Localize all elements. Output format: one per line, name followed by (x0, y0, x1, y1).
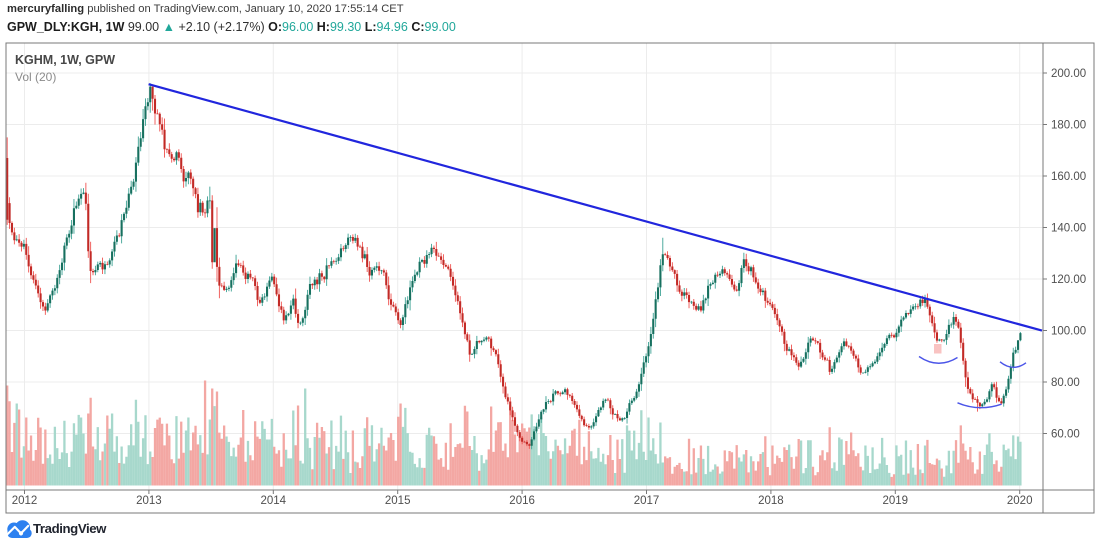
svg-text:140.00: 140.00 (1051, 223, 1086, 235)
svg-text:180.00: 180.00 (1051, 120, 1086, 132)
svg-text:2018: 2018 (758, 495, 784, 507)
svg-text:2016: 2016 (509, 495, 535, 507)
svg-text:2014: 2014 (261, 495, 287, 507)
svg-text:100.00: 100.00 (1051, 326, 1086, 338)
svg-text:80.00: 80.00 (1051, 377, 1080, 389)
svg-text:2013: 2013 (136, 495, 162, 507)
svg-text:160.00: 160.00 (1051, 171, 1086, 183)
svg-text:2012: 2012 (12, 495, 38, 507)
svg-text:2017: 2017 (634, 495, 660, 507)
svg-text:2019: 2019 (883, 495, 909, 507)
svg-text:120.00: 120.00 (1051, 274, 1086, 286)
svg-text:200.00: 200.00 (1051, 68, 1086, 80)
svg-text:2020: 2020 (1007, 495, 1033, 507)
svg-text:2015: 2015 (385, 495, 411, 507)
svg-text:60.00: 60.00 (1051, 429, 1080, 441)
